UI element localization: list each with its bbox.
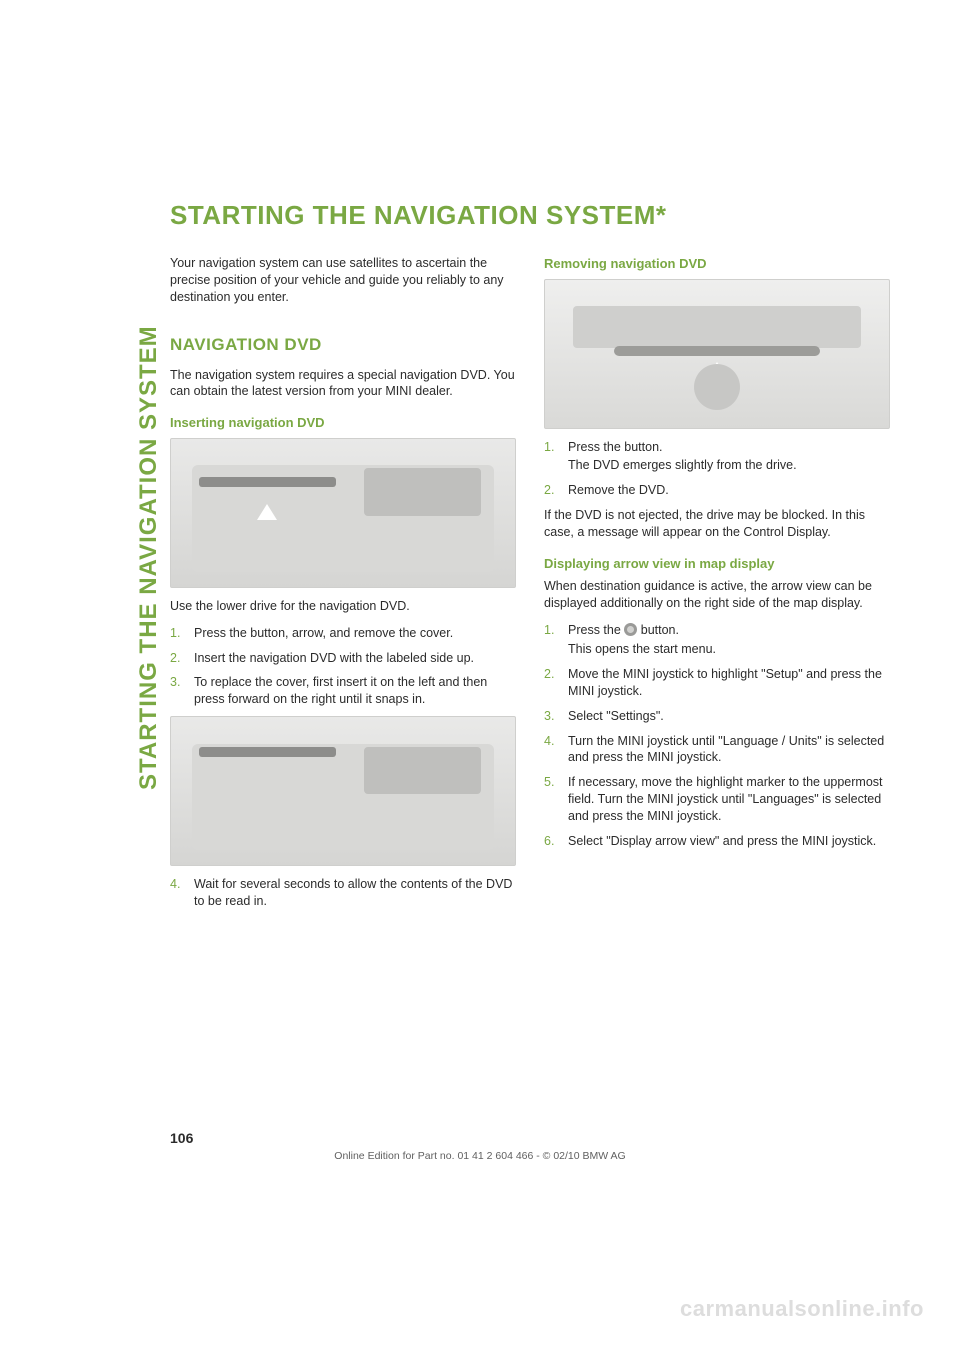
right-column: Removing navigation DVD 1. Press the but… <box>544 255 890 918</box>
arrow-view-intro: When destination guidance is active, the… <box>544 578 890 612</box>
list-item: 1. Press the button.The DVD emerges slig… <box>544 439 890 475</box>
vertical-section-label: STARTING THE NAVIGATION SYSTEM <box>135 325 163 790</box>
list-item: 2.Remove the DVD. <box>544 482 890 499</box>
page-content: STARTING THE NAVIGATION SYSTEM* Your nav… <box>170 200 890 918</box>
list-item: 1. Press the button. This opens the star… <box>544 622 890 658</box>
list-item: 2.Move the MINI joystick to highlight "S… <box>544 666 890 700</box>
menu-button-icon <box>624 623 637 636</box>
figure-eject-dvd <box>544 279 890 429</box>
section-heading-navigation-dvd: NAVIGATION DVD <box>170 334 516 357</box>
subheading-arrow-view: Displaying arrow view in map display <box>544 555 890 573</box>
subheading-removing-dvd: Removing navigation DVD <box>544 255 890 273</box>
figure-insert-dvd-cover <box>170 438 516 588</box>
figure-insert-dvd-open <box>170 716 516 866</box>
list-item: 2.Insert the navigation DVD with the lab… <box>170 650 516 667</box>
remove-note: If the DVD is not ejected, the drive may… <box>544 507 890 541</box>
page-title: STARTING THE NAVIGATION SYSTEM* <box>170 200 890 231</box>
list-item: 6.Select "Display arrow view" and press … <box>544 833 890 850</box>
insert-steps-1-3: 1.Press the button, arrow, and remove th… <box>170 625 516 709</box>
list-item: 3.To replace the cover, first insert it … <box>170 674 516 708</box>
list-item: 5.If necessary, move the highlight marke… <box>544 774 890 825</box>
subheading-inserting-dvd: Inserting navigation DVD <box>170 414 516 432</box>
insert-steps-4: 4.Wait for several seconds to allow the … <box>170 876 516 910</box>
list-item: 4.Turn the MINI joystick until "Language… <box>544 733 890 767</box>
arrow-view-steps: 1. Press the button. This opens the star… <box>544 622 890 850</box>
list-item: 3.Select "Settings". <box>544 708 890 725</box>
page-number: 106 <box>170 1130 193 1146</box>
two-column-layout: Your navigation system can use satellite… <box>170 255 890 918</box>
nav-dvd-paragraph: The navigation system requires a special… <box>170 367 516 401</box>
insert-caption: Use the lower drive for the navigation D… <box>170 598 516 615</box>
list-item: 1.Press the button, arrow, and remove th… <box>170 625 516 642</box>
remove-steps: 1. Press the button.The DVD emerges slig… <box>544 439 890 500</box>
list-item: 4.Wait for several seconds to allow the … <box>170 876 516 910</box>
left-column: Your navigation system can use satellite… <box>170 255 516 918</box>
intro-paragraph: Your navigation system can use satellite… <box>170 255 516 306</box>
footer-text: Online Edition for Part no. 01 41 2 604 … <box>0 1150 960 1162</box>
watermark: carmanualsonline.info <box>680 1296 924 1322</box>
